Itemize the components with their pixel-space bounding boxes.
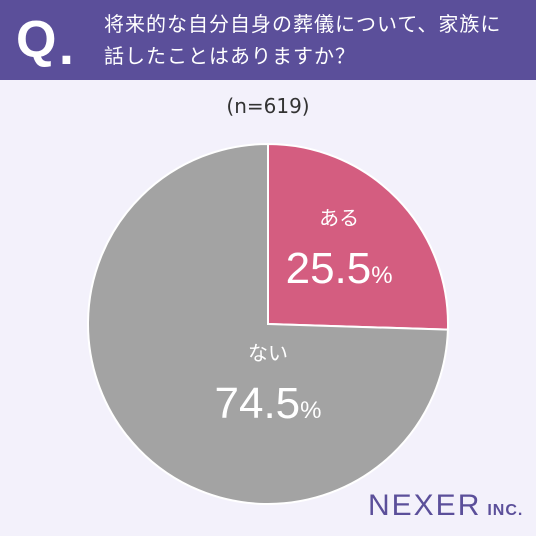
q-dot: .	[58, 24, 75, 75]
nexer-logo: NEXER INC.	[368, 489, 523, 523]
logo-main-text: NEXER	[368, 489, 482, 522]
question-text: 将来的な自分自身の葬儀について、家族に 話したことはありますか？	[104, 8, 524, 72]
question-line-1: 将来的な自分自身の葬儀について、家族に	[104, 12, 502, 36]
question-line-2: 話したことはありますか？	[104, 44, 356, 68]
sample-size: (n=619)	[226, 94, 310, 118]
q-mark: Q	[16, 11, 57, 69]
slice-value-1: 74.5%	[215, 379, 322, 428]
logo-sub-text: INC.	[487, 502, 524, 519]
question-header: Q . 将来的な自分自身の葬儀について、家族に 話したことはありますか？	[0, 0, 536, 80]
pie-slice-0	[267, 142, 449, 331]
slice-label-1: ない	[248, 341, 288, 365]
slice-label-0: ある	[319, 206, 359, 230]
pie-slice-1	[87, 142, 449, 505]
slice-value-0: 25.5%	[286, 244, 393, 293]
